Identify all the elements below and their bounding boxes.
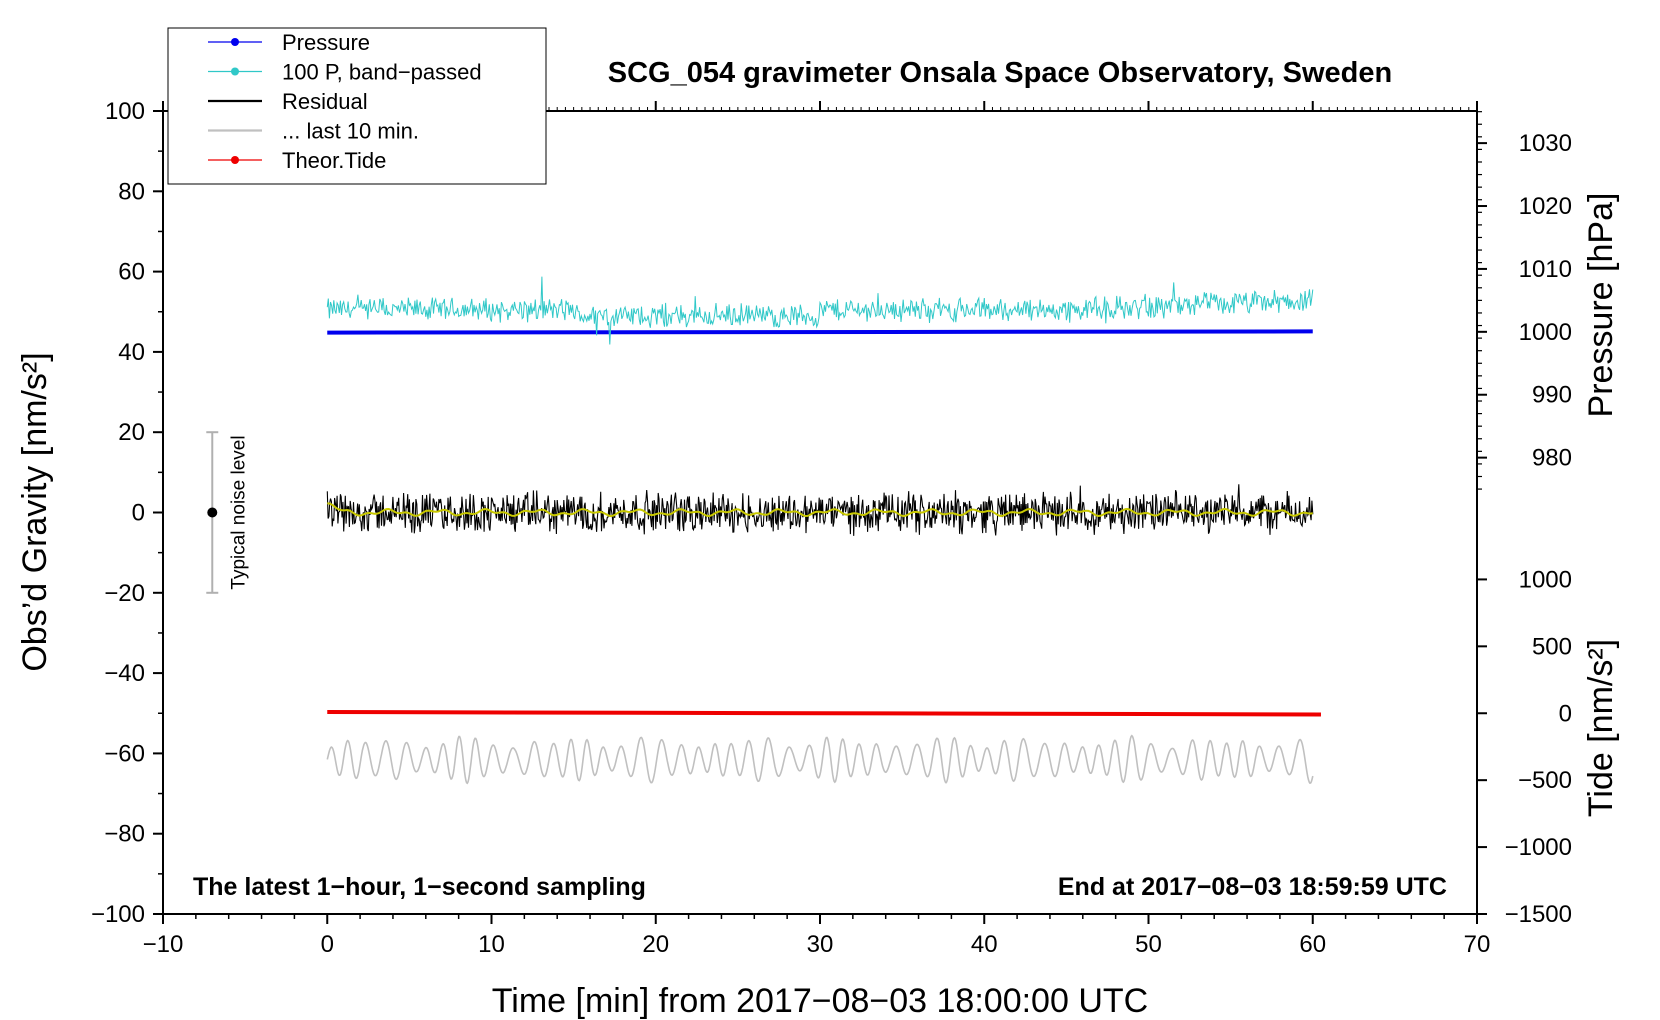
legend-label: Pressure — [282, 30, 370, 55]
y-tick-label: 20 — [118, 419, 145, 446]
y-tick-label: −40 — [104, 660, 145, 687]
legend-label: 100 P, band−passed — [282, 60, 482, 85]
pressure-tick-label: 980 — [1532, 445, 1572, 472]
tide-tick-label: 500 — [1532, 633, 1572, 660]
series-pressure — [327, 329, 1313, 335]
y-tick-label: 100 — [105, 98, 145, 125]
y-tick-label: 0 — [132, 500, 145, 527]
y-tick-label: −20 — [104, 580, 145, 607]
noise-bar-label: Typical noise level — [228, 435, 249, 589]
x-tick-label: 10 — [478, 931, 505, 958]
sampling-note: The latest 1−hour, 1−second sampling — [193, 873, 646, 901]
chart-title: SCG_054 gravimeter Onsala Space Observat… — [608, 57, 1392, 89]
y-tick-label: 40 — [118, 339, 145, 366]
legend-label: Theor.Tide — [282, 148, 386, 173]
legend: Pressure 100 P, band−passed Residual ... la… — [167, 27, 547, 185]
series-residual — [326, 484, 1314, 536]
axes-layer: −10 0 10 20 30 40 50 60 70−100−80−60−40−20020406… — [91, 98, 1572, 958]
pressure-tick-label: 1020 — [1519, 193, 1572, 220]
series-theor-tide — [327, 710, 1321, 717]
y-tick-label: −80 — [104, 821, 145, 848]
x-tick-label: 30 — [807, 931, 834, 958]
legend-box — [167, 27, 547, 185]
tide-tick-label: 1000 — [1519, 566, 1572, 593]
series-layer — [326, 276, 1321, 785]
y-axis-title: Obs’d Gravity [nm/s²] — [16, 352, 54, 671]
x-tick-label: −10 — [143, 931, 184, 958]
x-tick-label: 70 — [1464, 931, 1491, 958]
noise-bar: Typical noise level — [206, 431, 249, 594]
x-tick-label: 20 — [642, 931, 669, 958]
legend-marker — [231, 156, 239, 164]
legend-marker — [231, 38, 239, 46]
y-tick-label: 60 — [118, 259, 145, 286]
series-residual-smoothed — [327, 502, 1313, 518]
end-time-note: End at 2017−08−03 18:59:59 UTC — [1058, 873, 1447, 901]
pressure-tick-label: 1010 — [1519, 256, 1572, 283]
tide-tick-label: −1500 — [1505, 901, 1572, 928]
tide-tick-label: 0 — [1559, 700, 1572, 727]
legend-label: ... last 10 min. — [282, 119, 419, 144]
y-tick-label: −100 — [91, 901, 145, 928]
x-tick-label: 50 — [1135, 931, 1162, 958]
series-pressure-bandpassed — [326, 276, 1314, 345]
tide-tick-label: −500 — [1518, 767, 1572, 794]
noise-bar-center — [207, 507, 218, 518]
series-last-10-min — [326, 734, 1314, 785]
pressure-axis-title: Pressure [hPa] — [1582, 193, 1620, 418]
tide-axis-title: Tide [nm/s²] — [1582, 639, 1620, 817]
y-tick-label: 80 — [118, 178, 145, 205]
tide-tick-label: −1000 — [1505, 834, 1572, 861]
x-axis-title: Time [min] from 2017−08−03 18:00:00 UTC — [492, 982, 1148, 1020]
x-tick-label: 0 — [321, 931, 334, 958]
legend-label: Residual — [282, 89, 368, 114]
pressure-tick-label: 1000 — [1519, 319, 1572, 346]
y-tick-label: −60 — [104, 740, 145, 767]
pressure-tick-label: 1030 — [1519, 130, 1572, 157]
x-tick-label: 40 — [971, 931, 998, 958]
legend-marker — [231, 67, 239, 76]
x-tick-label: 60 — [1299, 931, 1326, 958]
pressure-tick-label: 990 — [1532, 382, 1572, 409]
